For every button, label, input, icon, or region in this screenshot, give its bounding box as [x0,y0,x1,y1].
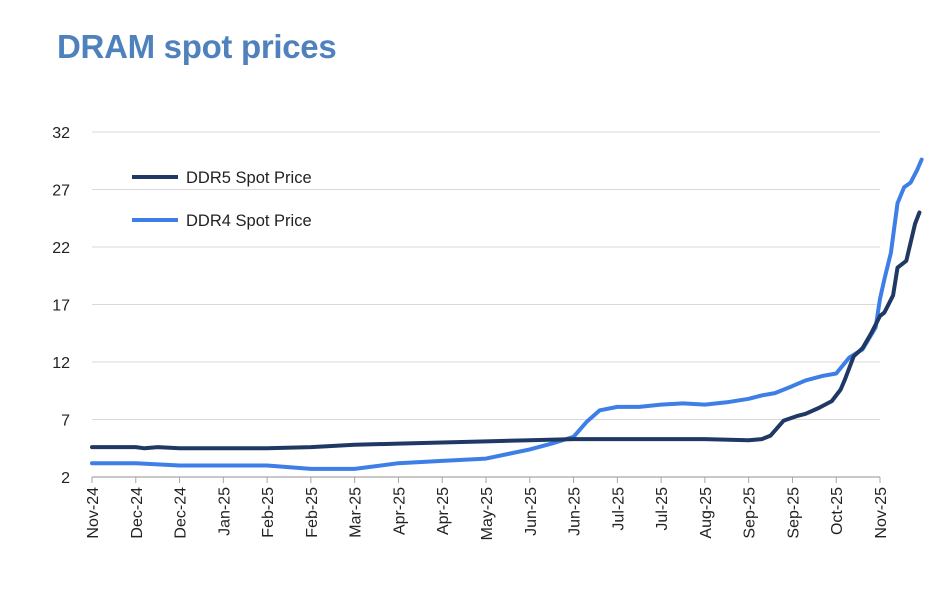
x-tick-label: Jul-25 [654,487,671,531]
x-tick-label: Nov-25 [873,487,890,539]
x-tick-label: Feb-25 [260,487,277,538]
ddr5-spot-price-line [90,210,922,451]
legend: DDR5 Spot Price DDR4 Spot Price [132,169,312,230]
x-tick-label: Apr-25 [391,487,408,535]
x-tick-label: Aug-25 [698,487,715,539]
y-tick-label: 7 [61,413,70,430]
y-tick-label: 2 [61,470,70,487]
legend-label: DDR5 Spot Price [186,169,312,187]
x-tick-label: Dec-24 [129,487,146,539]
x-tick-label: Mar-25 [348,487,365,538]
x-tick-label: May-25 [479,487,496,540]
x-axis: Nov-24 Dec-24 Dec-24 Jan-25 Feb-25 Feb-25 Mar-… [85,476,890,540]
x-tick-label: Jul-25 [610,487,627,531]
x-tick-label: Apr-25 [435,487,452,535]
y-tick-label: 27 [52,183,70,200]
x-tick-label: Dec-24 [173,487,190,539]
y-tick-label: 22 [52,240,70,257]
x-tick-label: Sep-25 [785,487,802,539]
x-tick-label: Sep-25 [742,487,759,539]
x-tick-label: Oct-25 [829,487,846,535]
y-tick-label: 17 [52,298,70,315]
x-tick-label: Nov-24 [85,487,102,539]
chart-title: DRAM spot prices [57,28,337,65]
ddr4-spot-price-line [90,157,924,471]
x-tick-label: Feb-25 [304,487,321,538]
series-lines [90,157,924,471]
x-tick-label: Jun-25 [567,487,584,536]
gridlines [92,131,880,420]
y-tick-label: 32 [52,125,70,142]
x-tick-label: Jun-25 [523,487,540,536]
legend-label: DDR4 Spot Price [186,212,312,230]
y-tick-label: 12 [52,355,70,372]
x-tick-label: Jan-25 [216,487,233,536]
